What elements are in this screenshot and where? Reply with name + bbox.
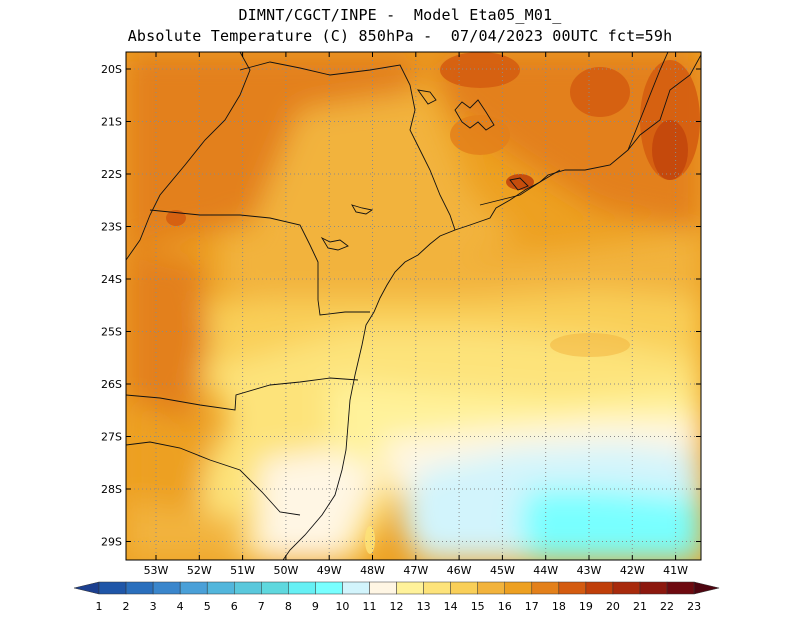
colorbar-swatch: [261, 581, 289, 595]
colorbar-swatch: [666, 581, 695, 595]
coastline: [282, 54, 701, 560]
border-ms-sp: [126, 52, 251, 261]
longitude-label: 53W: [144, 564, 169, 577]
longitude-label: 50W: [273, 564, 298, 577]
latitude-label: 21S: [101, 116, 122, 129]
map-title-line1: DIMNT/CGCT/INPE - Model Eta05_M01_: [238, 6, 562, 24]
border-sc-rs: [126, 441, 301, 516]
latitude-labels: 20S 21S 22S 23S 24S 25S 26S 27S 28S 29S: [101, 63, 701, 549]
border-pr-sc: [126, 377, 359, 411]
colorbar-swatch: [477, 581, 506, 595]
colorbar-label: 19: [579, 600, 593, 613]
colorbar-label: 9: [312, 600, 319, 613]
colorbar-label: 18: [552, 600, 566, 613]
colorbar-swatch: [369, 581, 397, 595]
colorbar-label: 12: [390, 600, 404, 613]
latitude-label: 23S: [101, 221, 122, 234]
colorbar: 1 2 3 4 5 6 7 8 9 10 11 12 13 14 15 16 17 18 19 20 21 22 23: [73, 581, 720, 613]
longitude-label: 44W: [533, 564, 558, 577]
map-grid: [126, 52, 701, 560]
map-frame: [125, 51, 702, 561]
colorbar-swatch: [504, 581, 533, 595]
colorbar-swatch: [342, 581, 370, 595]
colorbar-label: 16: [498, 600, 512, 613]
longitude-label: 41W: [663, 564, 688, 577]
colorbar-swatch: [152, 581, 181, 595]
longitude-label: 52W: [187, 564, 212, 577]
colorbar-label: 2: [123, 600, 130, 613]
latitude-label: 27S: [101, 431, 122, 444]
border-sp-pr: [149, 209, 370, 316]
colorbar-label: 23: [687, 600, 701, 613]
latitude-label: 26S: [101, 378, 122, 391]
colorbar-swatch: [639, 581, 668, 595]
colorbar-swatch: [531, 581, 560, 595]
colorbar-swatch: [288, 581, 316, 595]
colorbar-swatch: [585, 581, 614, 595]
colorbar-swatch: [234, 581, 262, 595]
longitude-label: 49W: [317, 564, 342, 577]
colorbar-swatch: [558, 581, 587, 595]
longitude-label: 48W: [360, 564, 385, 577]
latitude-label: 20S: [101, 63, 122, 76]
colorbar-label: 21: [633, 600, 647, 613]
latitude-label: 25S: [101, 326, 122, 339]
colorbar-label: 20: [606, 600, 620, 613]
colorbar-swatch: [450, 581, 478, 595]
colorbar-label: 5: [204, 600, 211, 613]
border-mg-rj: [479, 169, 561, 206]
longitude-label: 43W: [577, 564, 602, 577]
colorbar-swatch: [315, 581, 343, 595]
colorbar-arrow-low: [73, 581, 100, 595]
latitude-label: 22S: [101, 168, 122, 181]
colorbar-label: 4: [177, 600, 184, 613]
colorbar-label: 1: [96, 600, 103, 613]
colorbar-label: 8: [285, 600, 292, 613]
longitude-labels: 53W 52W 51W 50W 49W 48W 47W 46W 45W 44W 43W 42W 41W: [144, 52, 688, 577]
longitude-label: 47W: [403, 564, 428, 577]
colorbar-label: 11: [363, 600, 377, 613]
colorbar-swatch: [612, 581, 641, 595]
colorbar-label: 3: [150, 600, 157, 613]
map-title-line2: Absolute Temperature (C) 850hPa - 07/04/…: [127, 27, 673, 45]
map-borders: [126, 52, 701, 560]
longitude-label: 51W: [230, 564, 255, 577]
latitude-label: 24S: [101, 273, 122, 286]
colorbar-label: 10: [335, 600, 349, 613]
colorbar-swatch: [179, 581, 208, 595]
latitude-label: 29S: [101, 536, 122, 549]
colorbar-swatch: [423, 581, 451, 595]
colorbar-label: 14: [444, 600, 458, 613]
colorbar-swatch: [125, 581, 154, 595]
colorbar-label: 7: [258, 600, 265, 613]
colorbar-arrow-high: [693, 581, 720, 595]
colorbar-swatch: [206, 581, 235, 595]
colorbar-label: 22: [660, 600, 674, 613]
longitude-label: 42W: [620, 564, 645, 577]
longitude-label: 45W: [490, 564, 515, 577]
colorbar-swatch: [396, 581, 424, 595]
colorbar-label: 15: [471, 600, 485, 613]
colorbar-swatch: [98, 581, 127, 595]
longitude-label: 46W: [447, 564, 472, 577]
temperature-field: [126, 52, 701, 560]
border-mg-sp: [239, 61, 456, 231]
latitude-label: 28S: [101, 483, 122, 496]
colorbar-label: 6: [231, 600, 238, 613]
colorbar-label: 13: [417, 600, 431, 613]
colorbar-label: 17: [525, 600, 539, 613]
border-mg-es: [627, 52, 669, 151]
